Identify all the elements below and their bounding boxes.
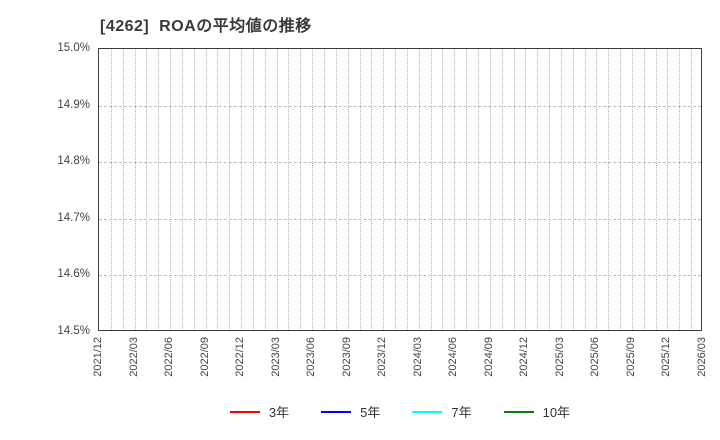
legend-line-swatch bbox=[321, 410, 352, 413]
vertical-gridline bbox=[430, 49, 432, 330]
legend-item-0: 3年 bbox=[229, 402, 290, 421]
vertical-gridline bbox=[347, 49, 349, 330]
x-tick-label: 2023/06 bbox=[305, 337, 318, 377]
y-tick-label: 14.6% bbox=[57, 268, 90, 281]
y-tick-label: 14.5% bbox=[57, 325, 90, 337]
vertical-gridline bbox=[134, 49, 136, 330]
y-tick-label: 14.7% bbox=[57, 211, 90, 224]
vertical-gridline bbox=[252, 49, 254, 330]
legend: 3年 5年 7年 10年 bbox=[98, 402, 702, 421]
x-tick-label: 2023/09 bbox=[340, 337, 353, 377]
plot-area bbox=[98, 48, 702, 331]
vertical-gridline bbox=[229, 49, 231, 330]
vertical-gridline bbox=[122, 49, 124, 330]
legend-label: 5年 bbox=[360, 405, 381, 420]
vertical-gridline bbox=[158, 49, 160, 330]
vertical-gridline bbox=[560, 49, 562, 330]
vertical-gridline bbox=[584, 49, 586, 330]
vertical-gridline bbox=[631, 49, 633, 330]
vertical-gridline bbox=[667, 49, 669, 330]
x-tick-label: 2026/03 bbox=[696, 337, 708, 377]
legend-label: 10年 bbox=[542, 405, 571, 420]
x-tick-label: 2024/03 bbox=[411, 337, 424, 377]
x-tick-label: 2022/09 bbox=[198, 337, 211, 377]
legend-label: 3年 bbox=[268, 405, 290, 420]
x-tick-label: 2024/12 bbox=[518, 337, 531, 377]
vertical-gridline bbox=[442, 49, 444, 330]
vertical-gridline bbox=[181, 49, 183, 330]
horizontal-gridline bbox=[99, 218, 701, 220]
vertical-gridline bbox=[324, 49, 326, 330]
vertical-gridline bbox=[489, 49, 491, 330]
horizontal-gridline bbox=[99, 275, 701, 277]
x-tick-label: 2022/03 bbox=[127, 337, 140, 377]
vertical-gridline bbox=[406, 49, 408, 330]
vertical-gridline bbox=[608, 49, 610, 330]
x-tick-label: 2025/12 bbox=[660, 337, 673, 377]
vertical-gridline bbox=[691, 49, 693, 330]
y-tick-label: 14.8% bbox=[57, 155, 90, 168]
vertical-gridline bbox=[359, 49, 361, 330]
x-tick-label: 2024/06 bbox=[447, 337, 460, 377]
vertical-gridline bbox=[537, 49, 539, 330]
vertical-gridline bbox=[549, 49, 551, 330]
vertical-gridline bbox=[501, 49, 503, 330]
vertical-gridline bbox=[454, 49, 456, 330]
vertical-gridline bbox=[679, 49, 681, 330]
vertical-gridline bbox=[110, 49, 112, 330]
vertical-gridline bbox=[371, 49, 373, 330]
vertical-gridline bbox=[477, 49, 479, 330]
vertical-gridline bbox=[418, 49, 420, 330]
legend-item-2: 7年 bbox=[412, 402, 472, 421]
x-tick-label: 2023/03 bbox=[269, 337, 282, 377]
vertical-gridline bbox=[300, 49, 302, 330]
vertical-gridline bbox=[241, 49, 243, 330]
x-tick-label: 2023/12 bbox=[376, 337, 389, 377]
vertical-gridline bbox=[312, 49, 314, 330]
legend-item-1: 5年 bbox=[321, 402, 380, 421]
x-tick-label: 2022/12 bbox=[234, 337, 247, 377]
vertical-gridline bbox=[193, 49, 195, 330]
vertical-gridline bbox=[655, 49, 657, 330]
x-tick-label: 2022/06 bbox=[163, 337, 176, 377]
vertical-gridline bbox=[288, 49, 290, 330]
legend-item-3: 10年 bbox=[503, 402, 571, 421]
chart-title: [4262] ROAの平均値の推移 bbox=[100, 18, 312, 35]
y-tick-label: 15.0% bbox=[57, 42, 90, 54]
vertical-gridline bbox=[276, 49, 278, 330]
vertical-gridline bbox=[217, 49, 219, 330]
vertical-gridline bbox=[572, 49, 574, 330]
vertical-gridline bbox=[146, 49, 148, 330]
vertical-gridline bbox=[335, 49, 337, 330]
x-tick-label: 2021/12 bbox=[92, 337, 104, 377]
vertical-gridline bbox=[383, 49, 385, 330]
y-tick-label: 14.9% bbox=[57, 98, 90, 111]
x-tick-label: 2024/09 bbox=[482, 337, 495, 377]
horizontal-gridline bbox=[99, 162, 701, 164]
vertical-gridline bbox=[596, 49, 598, 330]
legend-label: 7年 bbox=[451, 405, 472, 420]
x-tick-label: 2025/03 bbox=[553, 337, 566, 377]
vertical-gridline bbox=[170, 49, 172, 330]
legend-line-swatch bbox=[412, 410, 443, 413]
x-tick-label: 2025/06 bbox=[589, 337, 602, 377]
x-tick-label: 2025/09 bbox=[624, 337, 637, 377]
vertical-gridline bbox=[620, 49, 622, 330]
legend-line-swatch bbox=[229, 410, 260, 413]
legend-line-swatch bbox=[503, 410, 534, 413]
vertical-gridline bbox=[466, 49, 468, 330]
vertical-gridline bbox=[513, 49, 515, 330]
vertical-gridline bbox=[205, 49, 207, 330]
vertical-gridline bbox=[264, 49, 266, 330]
horizontal-gridline bbox=[99, 105, 701, 107]
vertical-gridline bbox=[525, 49, 527, 330]
vertical-gridline bbox=[643, 49, 645, 330]
vertical-gridline bbox=[395, 49, 397, 330]
